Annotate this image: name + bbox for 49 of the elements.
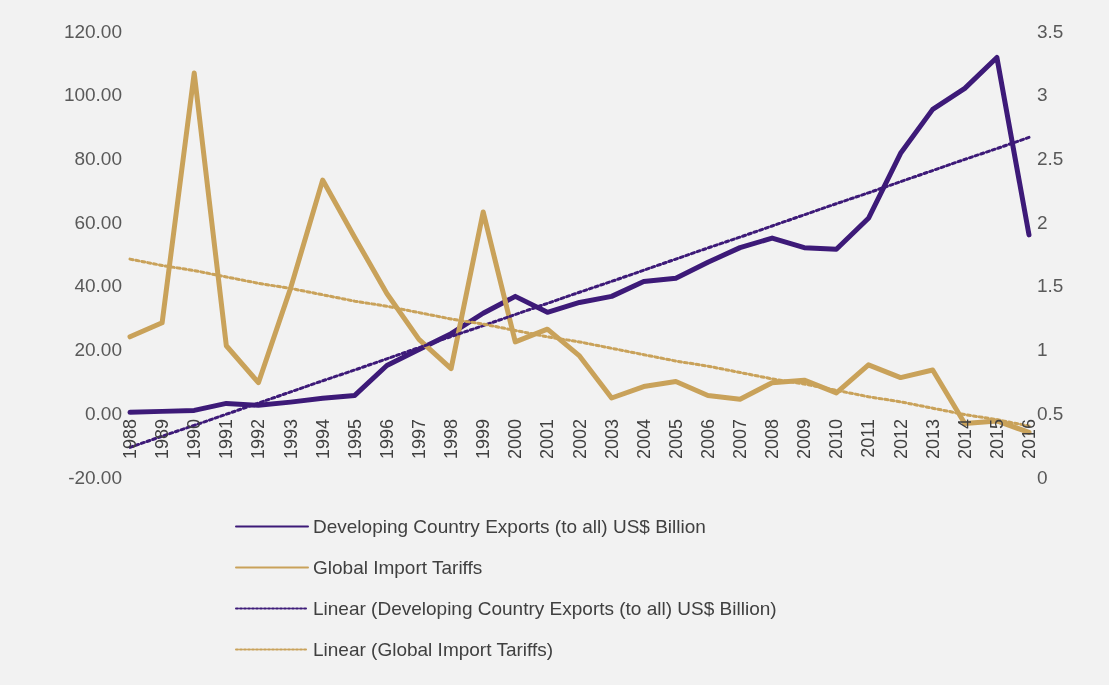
y2-tick-label: 1.5 [1037,275,1064,297]
x-tick-label: 2014 [954,419,975,460]
y2-tick-label: 0.5 [1037,402,1064,424]
x-tick-label: 2001 [537,419,558,460]
legend-label: Linear (Global Import Tariffs) [313,639,554,660]
y2-tick-label: 1 [1037,339,1048,361]
x-tick-label: 2004 [633,419,654,460]
x-tick-label: 2006 [697,419,718,460]
y-tick-label: 60.00 [74,211,122,233]
x-tick-label: 1989 [152,419,173,460]
x-tick-label: 1999 [473,419,494,460]
y2-tick-label: 0 [1037,466,1048,488]
x-tick-label: 2015 [986,419,1007,460]
x-tick-label: 1993 [280,419,301,460]
y2-tick-label: 3 [1037,84,1048,106]
x-tick-label: 1988 [120,419,140,460]
x-tick-label: 2011 [858,419,879,458]
x-tick-label: 2013 [922,419,943,460]
legend-label: Developing Country Exports (to all) US$ Billion [313,516,706,537]
y-tick-label: 80.00 [74,147,122,169]
x-tick-label: 1998 [441,419,462,460]
x-tick-label: 1994 [312,419,333,460]
y-tick-label: 20.00 [74,339,122,361]
x-tick-label: 1995 [344,419,365,460]
x-tick-label: 2016 [1019,419,1039,460]
x-tick-label: 2012 [890,419,911,460]
x-tick-label: 2000 [505,419,526,460]
y-tick-label: 120.00 [63,20,122,42]
x-tick-label: 2002 [569,419,590,460]
x-tick-label: 2005 [665,419,686,460]
x-tick-label: 1992 [248,419,269,460]
y-tick-label: 0.00 [85,402,122,424]
legend-label: Linear (Developing Country Exports (to all) US$ Billion) [313,598,777,619]
y-tick-label: 100.00 [63,84,122,106]
legend-label: Global Import Tariffs [313,557,483,578]
y2-tick-label: 2.5 [1037,147,1064,169]
x-tick-label: 1997 [408,419,429,460]
x-tick-label: 1996 [376,419,397,460]
x-tick-label: 2007 [730,419,751,460]
x-tick-label: 2008 [762,419,783,460]
x-tick-label: 2010 [826,419,847,460]
x-tick-label: 1991 [216,419,237,460]
x-tick-label: 2003 [601,419,622,460]
y-tick-label: -20.00 [68,466,122,488]
y-tick-label: 40.00 [74,275,122,297]
y2-tick-label: 3.5 [1037,20,1064,42]
y2-tick-label: 2 [1037,211,1048,233]
x-tick-label: 1990 [184,419,205,460]
x-tick-label: 2009 [794,419,815,460]
